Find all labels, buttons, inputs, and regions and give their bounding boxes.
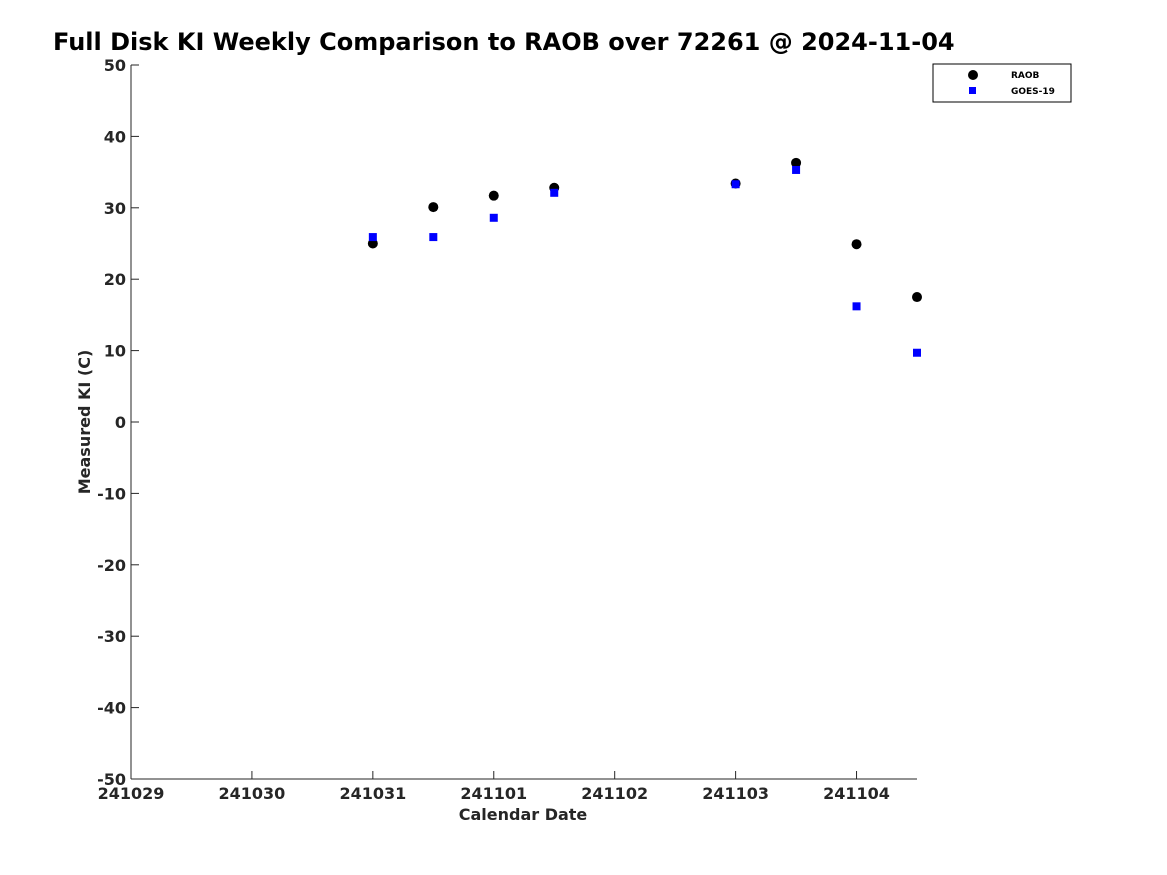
goes-19-point: [489, 213, 498, 222]
raob-point: [851, 239, 862, 250]
x-tick-label: 241104: [823, 784, 890, 803]
raob-point: [791, 157, 802, 168]
y-tick-label: -20: [97, 556, 126, 575]
raob-point: [912, 292, 922, 303]
y-tick-label: -30: [97, 627, 126, 646]
x-tick-label: 241030: [219, 784, 286, 803]
y-tick-label: -40: [97, 699, 126, 718]
y-tick-label: 10: [104, 342, 126, 361]
chart-title: Full Disk KI Weekly Comparison to RAOB o…: [53, 28, 955, 56]
x-tick-label: 241103: [702, 784, 769, 803]
goes-19-point: [731, 180, 740, 189]
goes-19-point: [913, 348, 921, 357]
goes-19-point: [368, 233, 377, 242]
goes-19-point: [429, 233, 438, 242]
y-tick-label: 30: [104, 199, 126, 218]
y-tick-label: 50: [104, 56, 126, 75]
x-tick-label: 241101: [460, 784, 527, 803]
y-tick-label: -10: [97, 484, 126, 503]
y-tick-label: 20: [104, 270, 126, 289]
x-tick-label: 241031: [339, 784, 406, 803]
raob-point: [428, 202, 439, 213]
legend-marker-goes-19: [969, 87, 976, 94]
legend-label-goes-19: GOES-19: [1011, 87, 1055, 97]
x-ticks: 241029 241030 241031 241101 241102 241103 2411…: [98, 771, 890, 803]
goes-19-point: [852, 302, 861, 311]
y-tick-label: 0: [115, 413, 126, 432]
x-axis-label: Calendar Date: [459, 805, 588, 824]
y-ticks: 50 40 30 20 10 0 -10 -20 -30 -40 -50: [97, 56, 139, 789]
y-tick-label: 40: [104, 127, 126, 146]
raob-point: [488, 190, 499, 201]
y-tick-label: -50: [97, 770, 126, 789]
y-axis-label: Measured KI (C): [75, 350, 94, 495]
goes-19-point: [792, 165, 801, 174]
legend-marker-raob: [968, 70, 978, 80]
x-tick-label: 241102: [581, 784, 648, 803]
legend-label-raob: RAOB: [1011, 71, 1040, 81]
x-tick-label: 241029: [98, 784, 165, 803]
legend-box: [932, 63, 1072, 103]
data-points: [367, 157, 922, 357]
goes-19-point: [550, 188, 559, 197]
legend: RAOB GOES-19: [932, 63, 1072, 103]
